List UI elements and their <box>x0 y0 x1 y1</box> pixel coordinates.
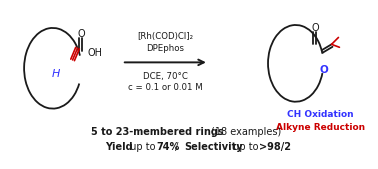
Text: Selectivity: Selectivity <box>184 142 243 152</box>
Text: (18 examples): (18 examples) <box>211 127 281 137</box>
Text: Yield: Yield <box>105 142 133 152</box>
Text: H: H <box>51 69 60 79</box>
Text: c = 0.1 or 0.01 M: c = 0.1 or 0.01 M <box>128 83 203 92</box>
Text: >98/2: >98/2 <box>259 142 291 152</box>
Text: [Rh(COD)Cl]₂: [Rh(COD)Cl]₂ <box>137 32 194 41</box>
Text: up to: up to <box>229 142 261 152</box>
Text: O: O <box>311 23 319 33</box>
Text: 5 to 23-membered rings: 5 to 23-membered rings <box>91 127 228 137</box>
Text: CH Oxidation: CH Oxidation <box>287 110 354 119</box>
Text: /: / <box>172 142 182 152</box>
Text: Alkyne Reduction: Alkyne Reduction <box>276 123 365 132</box>
Text: 74%: 74% <box>156 142 180 152</box>
Text: O: O <box>320 65 328 75</box>
Text: OH: OH <box>87 47 102 57</box>
Text: up to: up to <box>127 142 158 152</box>
Text: DPEphos: DPEphos <box>146 44 184 53</box>
Text: O: O <box>77 29 85 39</box>
Text: DCE, 70°C: DCE, 70°C <box>143 72 188 81</box>
